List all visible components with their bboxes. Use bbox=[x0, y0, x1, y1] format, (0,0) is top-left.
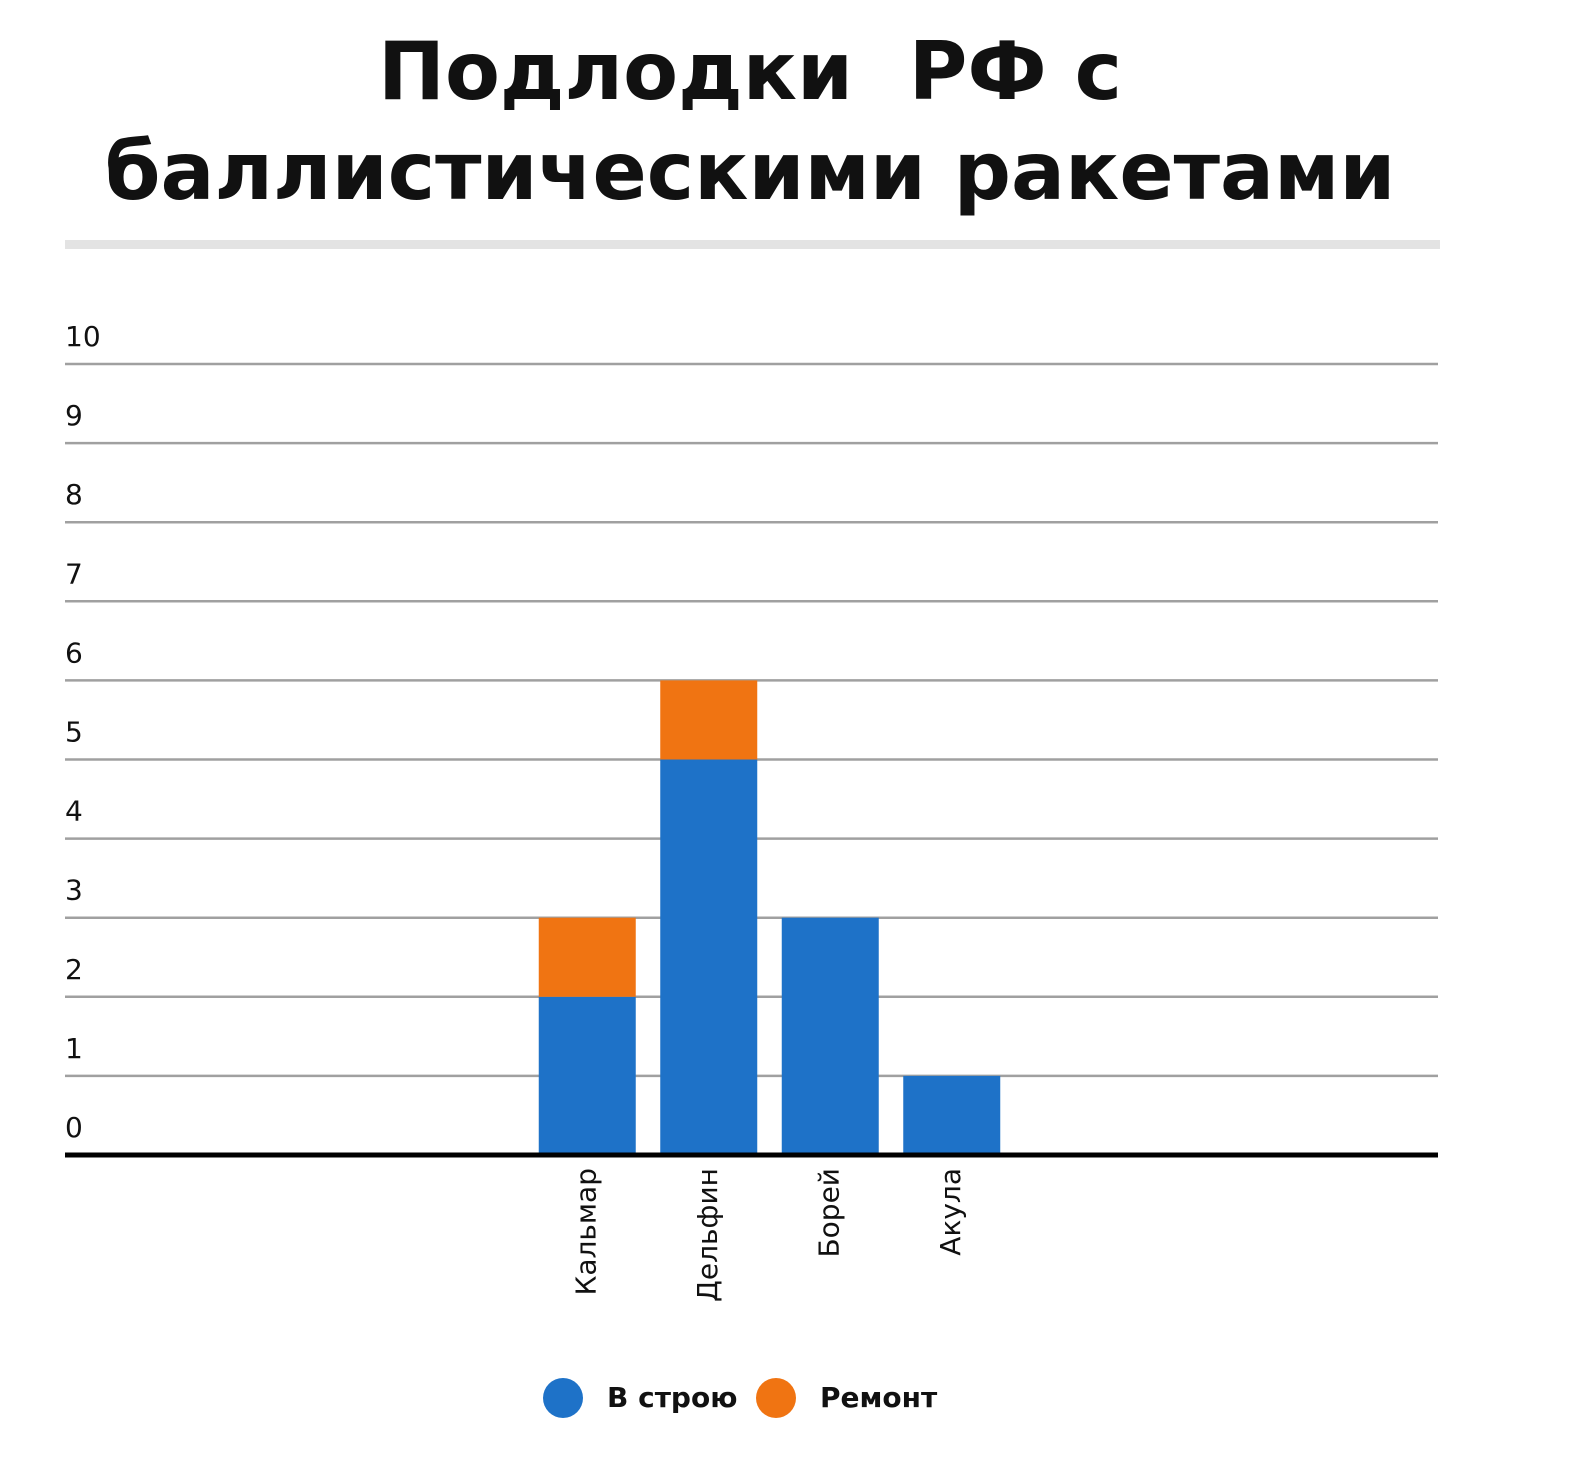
legend-label: Ремонт bbox=[820, 1381, 938, 1414]
y-tick-label: 0 bbox=[65, 1111, 83, 1144]
bar-segment bbox=[538, 917, 636, 997]
bar-segment bbox=[660, 759, 758, 1155]
x-tick-label: Дельфин bbox=[691, 1168, 724, 1302]
y-tick-label: 9 bbox=[65, 399, 83, 432]
x-tick-label: Кальмар bbox=[569, 1168, 602, 1296]
bar-segment bbox=[660, 680, 758, 760]
x-tick-label: Акула bbox=[934, 1168, 967, 1256]
chart-title: Подлодки РФ с баллистическими ракетами bbox=[104, 25, 1396, 218]
y-tick-label: 4 bbox=[65, 795, 83, 828]
bar-segment bbox=[781, 917, 879, 1155]
legend-marker bbox=[543, 1378, 583, 1418]
separator bbox=[65, 240, 1440, 249]
y-tick-label: 8 bbox=[65, 478, 83, 511]
legend-marker bbox=[756, 1378, 796, 1418]
y-tick-label: 1 bbox=[65, 1032, 83, 1065]
x-tick-label: Борей bbox=[812, 1168, 845, 1258]
y-tick-label: 7 bbox=[65, 557, 83, 590]
y-tick-label: 2 bbox=[65, 953, 83, 986]
y-tick-label: 3 bbox=[65, 874, 83, 907]
bar-segment bbox=[538, 996, 636, 1155]
y-tick-label: 10 bbox=[65, 320, 101, 353]
y-tick-label: 5 bbox=[65, 716, 83, 749]
legend-label: В строю bbox=[607, 1381, 737, 1414]
bar-segment bbox=[903, 1075, 1001, 1155]
y-tick-label: 6 bbox=[65, 636, 83, 669]
